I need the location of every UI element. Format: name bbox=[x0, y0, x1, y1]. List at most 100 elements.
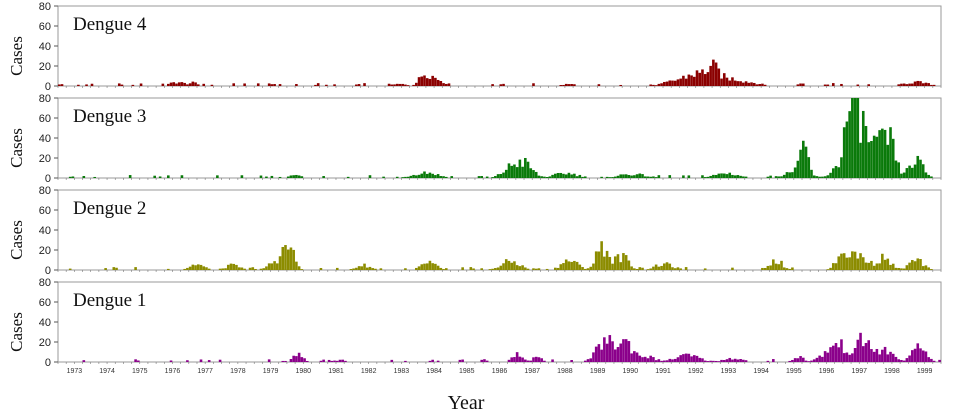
bar bbox=[894, 160, 898, 178]
bar bbox=[616, 347, 620, 362]
bar bbox=[573, 260, 576, 270]
bar bbox=[921, 266, 925, 270]
bar bbox=[425, 78, 429, 86]
bar bbox=[559, 172, 563, 178]
bar bbox=[589, 266, 593, 270]
y-tick-label: 80 bbox=[39, 185, 51, 197]
bar bbox=[60, 84, 64, 86]
bar bbox=[788, 268, 791, 270]
bar bbox=[687, 353, 691, 362]
bar bbox=[578, 264, 582, 270]
bar bbox=[695, 70, 699, 86]
y-tick-label: 60 bbox=[39, 21, 51, 33]
bar bbox=[499, 265, 503, 270]
bar bbox=[709, 65, 712, 86]
bar bbox=[390, 359, 394, 362]
bar bbox=[330, 360, 334, 362]
bar bbox=[131, 84, 135, 86]
bar bbox=[853, 251, 857, 270]
bar bbox=[712, 360, 715, 362]
bar bbox=[507, 163, 511, 178]
bar bbox=[613, 176, 617, 178]
bar bbox=[270, 263, 274, 270]
bar bbox=[831, 168, 835, 178]
bar bbox=[638, 267, 642, 270]
bar bbox=[423, 263, 426, 270]
bar bbox=[286, 249, 290, 270]
bar bbox=[573, 84, 576, 86]
bar bbox=[335, 360, 339, 362]
x-tick-label: 1979 bbox=[263, 368, 279, 375]
bar bbox=[537, 357, 541, 362]
bar bbox=[717, 173, 721, 178]
bar bbox=[693, 76, 696, 86]
bar bbox=[594, 346, 598, 362]
bar bbox=[510, 262, 513, 270]
bar bbox=[205, 267, 208, 270]
bar bbox=[649, 355, 652, 362]
bar bbox=[878, 354, 881, 362]
bar bbox=[224, 268, 227, 270]
bar bbox=[314, 84, 317, 86]
bar bbox=[559, 264, 563, 270]
bar bbox=[848, 354, 851, 362]
bar bbox=[761, 83, 764, 86]
bar bbox=[791, 359, 794, 362]
bar bbox=[297, 266, 301, 270]
bar bbox=[900, 83, 903, 86]
bar bbox=[859, 142, 862, 178]
bar bbox=[840, 339, 843, 362]
bar bbox=[259, 175, 263, 178]
bar bbox=[507, 260, 511, 270]
bar bbox=[733, 358, 737, 362]
bar bbox=[742, 82, 745, 86]
bar bbox=[442, 269, 445, 270]
bar bbox=[273, 261, 276, 270]
bar bbox=[668, 263, 672, 270]
bar bbox=[834, 343, 838, 362]
bar bbox=[439, 267, 443, 270]
bar bbox=[690, 356, 693, 362]
y-tick-label: 0 bbox=[45, 357, 51, 369]
bar bbox=[782, 267, 786, 270]
bar bbox=[404, 268, 407, 270]
x-tick-label: 1977 bbox=[197, 368, 213, 375]
bar bbox=[652, 176, 655, 178]
bar bbox=[652, 84, 655, 86]
y-tick-label: 40 bbox=[39, 225, 51, 237]
bar bbox=[766, 360, 770, 362]
bar bbox=[725, 359, 729, 362]
bar bbox=[379, 268, 383, 270]
x-tick-label: 1987 bbox=[524, 368, 540, 375]
bar bbox=[848, 257, 851, 270]
bar bbox=[357, 84, 361, 86]
y-tick-label: 40 bbox=[39, 133, 51, 145]
bar bbox=[924, 82, 928, 86]
bar bbox=[273, 84, 276, 86]
bar bbox=[507, 359, 511, 362]
bar bbox=[434, 175, 437, 178]
bar bbox=[703, 177, 707, 178]
bar bbox=[120, 84, 124, 86]
bar bbox=[859, 253, 862, 270]
x-tick-label: 1989 bbox=[590, 368, 606, 375]
bar bbox=[333, 360, 336, 362]
bar bbox=[431, 263, 434, 270]
bar bbox=[788, 172, 791, 178]
bar bbox=[436, 265, 440, 270]
bar bbox=[744, 81, 748, 86]
bar bbox=[742, 359, 745, 362]
bar bbox=[818, 355, 821, 362]
bar bbox=[562, 173, 565, 178]
x-tick-label: 1975 bbox=[132, 368, 148, 375]
bar bbox=[864, 262, 868, 270]
bar bbox=[499, 174, 503, 178]
bar bbox=[654, 264, 658, 270]
bar bbox=[235, 264, 238, 270]
bar bbox=[870, 260, 873, 270]
bar bbox=[605, 250, 609, 270]
bar bbox=[676, 267, 680, 270]
bar bbox=[900, 268, 903, 270]
bar bbox=[575, 261, 579, 270]
bar bbox=[619, 174, 622, 178]
